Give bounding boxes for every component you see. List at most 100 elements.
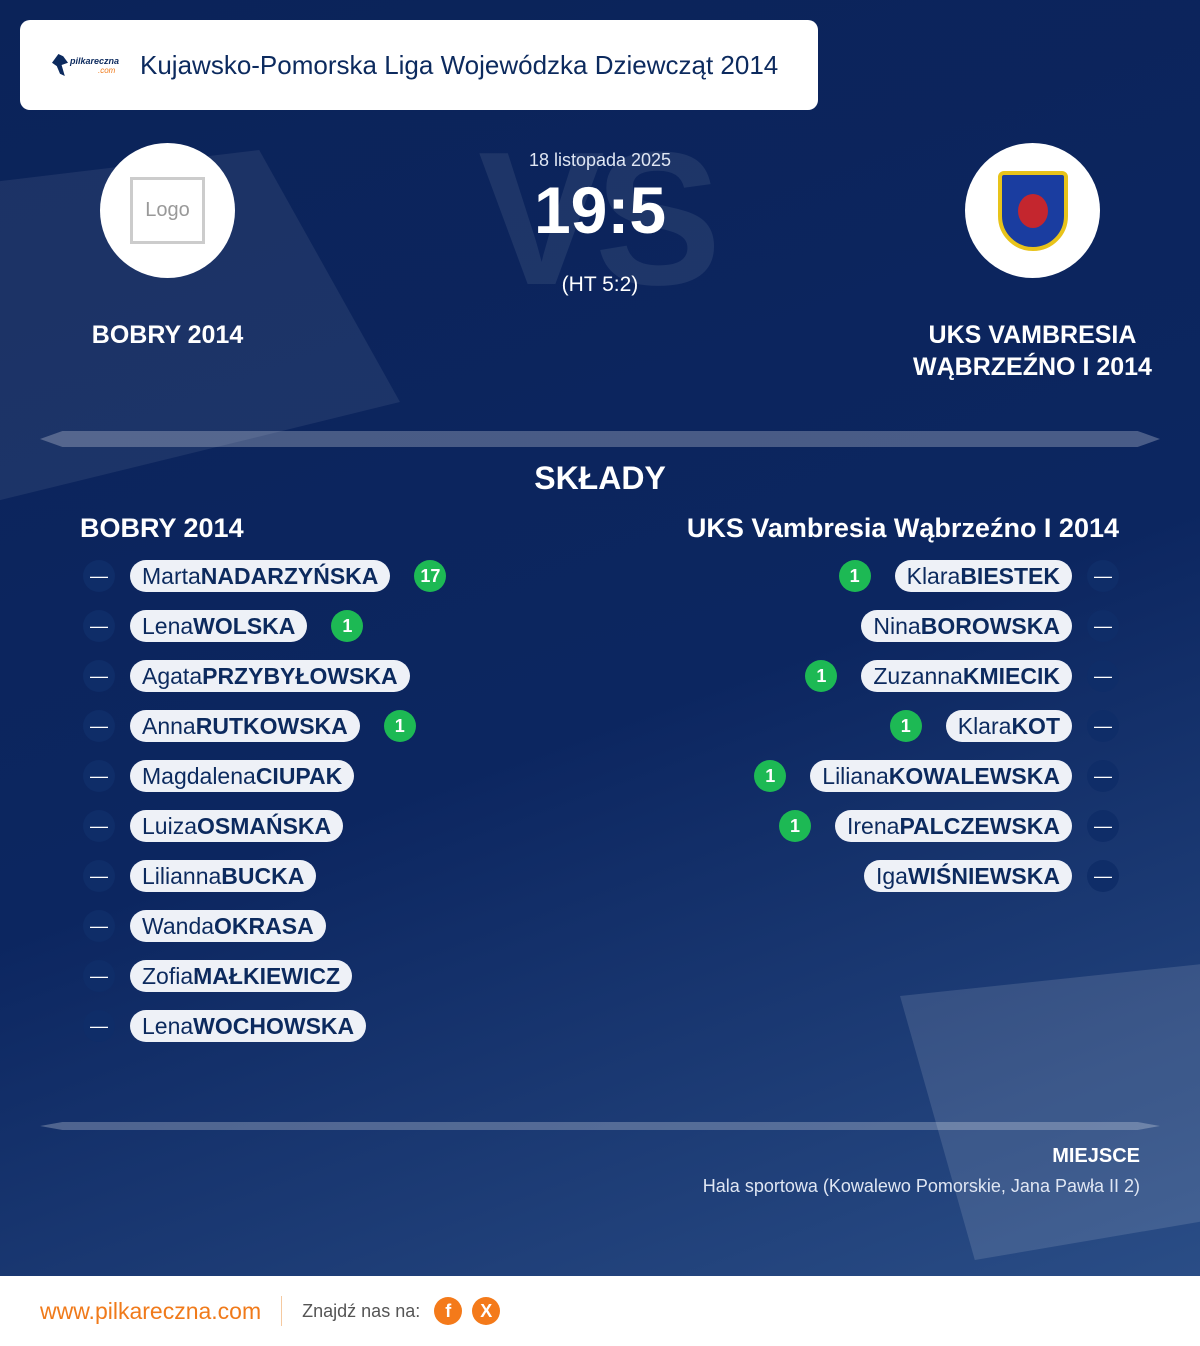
away-team-logo bbox=[965, 143, 1100, 278]
goals-badge: 1 bbox=[754, 760, 787, 792]
player-last-name: OSMAŃSKA bbox=[196, 812, 332, 839]
player-row: — Lena WOCHOWSKA bbox=[83, 1010, 446, 1042]
home-lineup-title: BOBRY 2014 bbox=[80, 513, 244, 543]
match-date: 18 listopada 2025 bbox=[528, 150, 672, 170]
dash-icon: — bbox=[83, 910, 115, 942]
separator bbox=[281, 1296, 283, 1326]
divider bbox=[40, 1122, 1160, 1130]
player-first-name: Magdalena bbox=[142, 762, 256, 789]
player-last-name: CIUPAK bbox=[255, 762, 343, 789]
dash-icon: — bbox=[1087, 760, 1119, 792]
player-last-name: RUTKOWSKA bbox=[195, 712, 348, 739]
away-team-name: UKS VAMBRESIA WĄBRZEŹNO I 2014 bbox=[913, 321, 1152, 381]
player-row: — Zofia MAŁKIEWICZ bbox=[83, 960, 446, 992]
player-row: 1 Irena PALCZEWSKA — bbox=[559, 810, 1119, 842]
goals-badge: 1 bbox=[838, 560, 871, 592]
player-name: Wanda OKRASA bbox=[130, 910, 326, 942]
dash-icon: — bbox=[83, 660, 115, 692]
player-row: Nina BOROWSKA — bbox=[559, 610, 1119, 642]
player-row: — Lena WOLSKA 1 bbox=[83, 610, 446, 642]
dash-icon: — bbox=[83, 760, 115, 792]
half-time-score: (HT 5:2) bbox=[561, 273, 639, 296]
venue-label: MIEJSCE bbox=[1052, 1145, 1140, 1167]
league-title: Kujawsko-Pomorska Liga Wojewódzka Dziewc… bbox=[140, 49, 779, 80]
player-last-name: PRZYBYŁOWSKA bbox=[202, 662, 398, 689]
player-row: — Marta NADARZYŃSKA 17 bbox=[83, 560, 447, 592]
goals-badge: 1 bbox=[331, 610, 364, 642]
player-last-name: BUCKA bbox=[221, 862, 305, 889]
crest-icon bbox=[997, 170, 1068, 251]
player-last-name: WOCHOWSKA bbox=[193, 1012, 355, 1039]
player-name: Zuzanna KMIECIK bbox=[861, 660, 1072, 692]
home-team-name: BOBRY 2014 bbox=[91, 321, 244, 349]
player-last-name: PALCZEWSKA bbox=[899, 812, 1060, 839]
player-last-name: MAŁKIEWICZ bbox=[193, 962, 341, 989]
dash-icon: — bbox=[83, 710, 115, 742]
pilkareczna-logo[interactable]: pilkareczna .com bbox=[50, 52, 122, 78]
player-row: — Anna RUTKOWSKA 1 bbox=[83, 710, 446, 742]
player-first-name: Klara bbox=[906, 562, 961, 589]
goals-badge: 1 bbox=[889, 710, 922, 742]
player-name: Irena PALCZEWSKA bbox=[835, 810, 1072, 842]
player-name: Nina BOROWSKA bbox=[861, 610, 1072, 642]
player-name: Anna RUTKOWSKA bbox=[130, 710, 360, 742]
divider bbox=[40, 431, 1160, 447]
match-card: VS pilkareczna .com Kujawsko-Pomorska Lig… bbox=[0, 0, 1200, 1276]
player-name: Agata PRZYBYŁOWSKA bbox=[130, 660, 410, 692]
player-name: Magdalena CIUPAK bbox=[130, 760, 355, 792]
player-last-name: NADARZYŃSKA bbox=[200, 562, 379, 589]
player-first-name: Wanda bbox=[142, 912, 215, 939]
player-first-name: Lena bbox=[142, 612, 194, 639]
goals-badge: 1 bbox=[383, 710, 416, 742]
dash-icon: — bbox=[83, 610, 115, 642]
player-first-name: Nina bbox=[873, 612, 921, 639]
player-name: Klara KOT bbox=[945, 710, 1072, 742]
x-icon[interactable]: X bbox=[472, 1297, 501, 1325]
player-first-name: Zofia bbox=[142, 962, 194, 989]
facebook-icon[interactable]: f bbox=[434, 1297, 463, 1325]
player-last-name: OKRASA bbox=[214, 912, 314, 939]
player-last-name: WIŚNIEWSKA bbox=[907, 862, 1060, 889]
player-last-name: KOT bbox=[1011, 712, 1060, 739]
player-last-name: KMIECIK bbox=[962, 662, 1060, 689]
player-first-name: Klara bbox=[957, 712, 1012, 739]
away-roster: 1 Klara BIESTEK — Nina BOROWSKA — 1 Zuzanna KM… bbox=[559, 560, 1119, 910]
player-row: 1 Klara BIESTEK — bbox=[559, 560, 1119, 592]
player-first-name: Marta bbox=[142, 562, 201, 589]
dash-icon: — bbox=[83, 860, 115, 892]
player-row: 1 Liliana KOWALEWSKA — bbox=[559, 760, 1119, 792]
dash-icon: — bbox=[83, 1010, 115, 1042]
dash-icon: — bbox=[83, 810, 115, 842]
player-name: Lena WOLSKA bbox=[130, 610, 308, 642]
dash-icon: — bbox=[1087, 860, 1119, 892]
dash-icon: — bbox=[1087, 610, 1119, 642]
header-card: pilkareczna .com Kujawsko-Pomorska Liga W… bbox=[20, 20, 818, 110]
dash-icon: — bbox=[83, 560, 115, 592]
home-roster: — Marta NADARZYŃSKA 17 — Lena WOLSKA 1 — Agata … bbox=[83, 560, 447, 1060]
lineups-title: SKŁADY bbox=[534, 460, 666, 496]
player-row: — Luiza OSMAŃSKA bbox=[83, 810, 446, 842]
venue-value: Hala sportowa (Kowalewo Pomorskie, Jana … bbox=[702, 1176, 1140, 1196]
home-team-logo: Logo bbox=[100, 143, 235, 278]
player-first-name: Lilianna bbox=[142, 862, 222, 889]
player-row: — Lilianna BUCKA bbox=[83, 860, 446, 892]
player-first-name: Iga bbox=[875, 862, 908, 889]
score: 19:5 bbox=[533, 173, 667, 247]
dash-icon: — bbox=[1087, 560, 1119, 592]
player-first-name: Luiza bbox=[142, 812, 197, 839]
player-last-name: KOWALEWSKA bbox=[888, 762, 1060, 789]
player-last-name: WOLSKA bbox=[193, 612, 296, 639]
find-us-label: Znajdź nas na: bbox=[302, 1300, 421, 1321]
site-link[interactable]: www.pilkareczna.com bbox=[40, 1297, 262, 1324]
goals-badge: 1 bbox=[805, 660, 838, 692]
dash-icon: — bbox=[1087, 710, 1119, 742]
player-first-name: Agata bbox=[142, 662, 203, 689]
player-name: Luiza OSMAŃSKA bbox=[130, 810, 344, 842]
player-row: 1 Klara KOT — bbox=[559, 710, 1119, 742]
goals-badge: 17 bbox=[414, 560, 447, 592]
decor-shape bbox=[900, 960, 1200, 1260]
player-last-name: BIESTEK bbox=[960, 562, 1060, 589]
dash-icon: — bbox=[83, 960, 115, 992]
player-row: Iga WIŚNIEWSKA — bbox=[559, 860, 1119, 892]
footer: www.pilkareczna.com Znajdź nas na: f X bbox=[40, 1296, 510, 1326]
